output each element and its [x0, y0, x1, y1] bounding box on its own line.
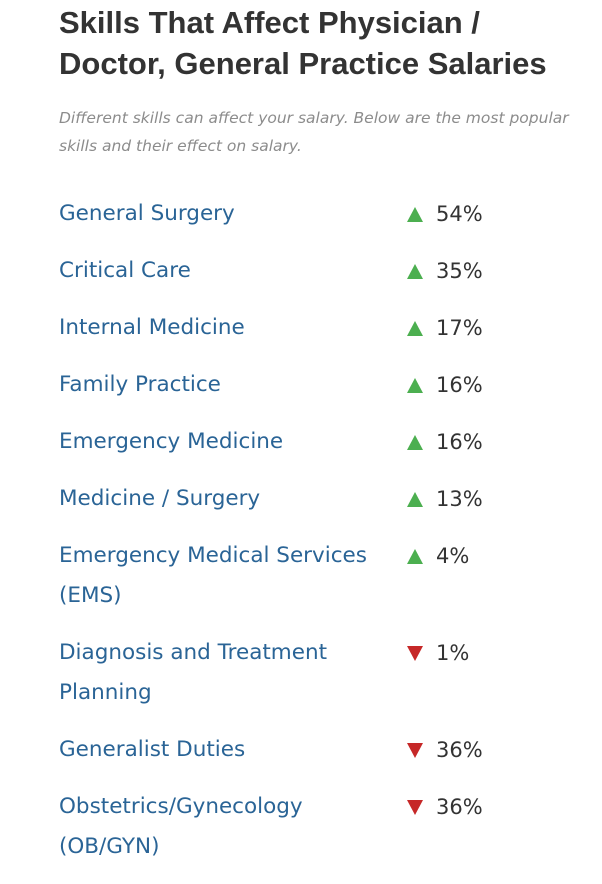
triangle-up-icon [407, 263, 423, 279]
skill-effect: 16% [407, 365, 483, 405]
skill-effect: 4% [407, 536, 469, 576]
triangle-up-icon [407, 434, 423, 450]
skill-link-emergency-medical-services[interactable]: Emergency Medical Services (EMS) [59, 543, 367, 608]
triangle-up-icon [407, 548, 423, 564]
section-title: Skills That Affect Physician / Doctor, G… [59, 5, 547, 81]
triangle-up-icon [407, 320, 423, 336]
skill-row: Emergency Medical Services (EMS) 4% [59, 536, 579, 616]
skill-link-obstetrics-gynecology[interactable]: Obstetrics/Gynecology (OB/GYN) [59, 794, 303, 859]
skill-effect: 17% [407, 308, 483, 348]
triangle-down-icon [407, 645, 423, 661]
skill-effect: 35% [407, 251, 483, 291]
section-subtitle: Different skills can affect your salary.… [59, 109, 569, 155]
skill-row: Obstetrics/Gynecology (OB/GYN) 36% [59, 787, 579, 867]
skill-effect: 54% [407, 194, 483, 234]
skill-effect: 1% [407, 633, 469, 673]
skill-effect: 36% [407, 787, 483, 827]
skills-list: General Surgery 54% Critical Care 35% In… [59, 194, 579, 884]
effect-value: 1% [436, 641, 470, 665]
effect-value: 36% [436, 795, 483, 819]
skill-row: Internal Medicine 17% [59, 308, 579, 348]
effect-value: 16% [436, 373, 483, 397]
skill-row: Critical Care 35% [59, 251, 579, 291]
triangle-down-icon [407, 742, 423, 758]
triangle-up-icon [407, 206, 423, 222]
effect-value: 54% [436, 202, 483, 226]
skill-link-family-practice[interactable]: Family Practice [59, 372, 221, 397]
skill-effect: 13% [407, 479, 483, 519]
skill-link-critical-care[interactable]: Critical Care [59, 258, 191, 283]
skill-link-generalist-duties[interactable]: Generalist Duties [59, 737, 246, 762]
skill-row: Medicine / Surgery 13% [59, 479, 579, 519]
triangle-up-icon [407, 377, 423, 393]
skill-row: Generalist Duties 36% [59, 730, 579, 770]
skill-row: Emergency Medicine 16% [59, 422, 579, 462]
triangle-down-icon [407, 799, 423, 815]
effect-value: 35% [436, 259, 483, 283]
effect-value: 13% [436, 487, 483, 511]
skill-row: General Surgery 54% [59, 194, 579, 234]
triangle-up-icon [407, 491, 423, 507]
effect-value: 36% [436, 738, 483, 762]
effect-value: 16% [436, 430, 483, 454]
skill-row: Diagnosis and Treatment Planning 1% [59, 633, 579, 713]
skill-link-diagnosis-treatment-planning[interactable]: Diagnosis and Treatment Planning [59, 640, 328, 705]
skill-link-emergency-medicine[interactable]: Emergency Medicine [59, 429, 284, 454]
skill-link-medicine-surgery[interactable]: Medicine / Surgery [59, 486, 261, 511]
skills-section: Skills That Affect Physician / Doctor, G… [59, 0, 579, 859]
skill-link-general-surgery[interactable]: General Surgery [59, 201, 235, 226]
skill-effect: 16% [407, 422, 483, 462]
effect-value: 4% [436, 544, 470, 568]
effect-value: 17% [436, 316, 483, 340]
skill-row: Family Practice 16% [59, 365, 579, 405]
skill-effect: 36% [407, 730, 483, 770]
skill-link-internal-medicine[interactable]: Internal Medicine [59, 315, 245, 340]
